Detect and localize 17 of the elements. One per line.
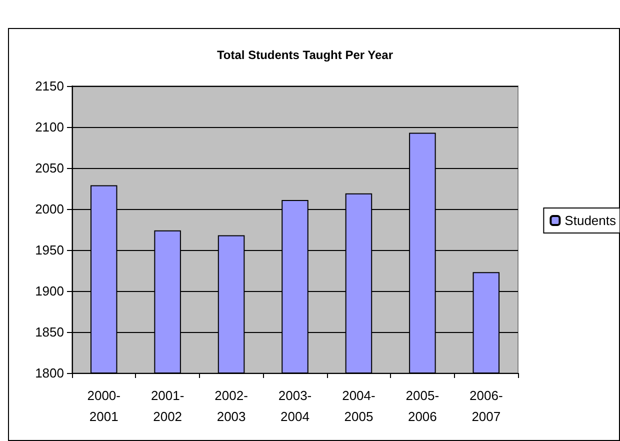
chart-title: Total Students Taught Per Year [216,48,394,62]
y-tick-label: 1850 [35,324,64,340]
x-tick-label: 2002-2003 [214,388,248,424]
y-tick-label: 1950 [35,242,64,258]
y-tick-label: 2100 [35,120,64,134]
y-tick-label: 2150 [35,78,64,94]
y-tick-label: 2050 [35,160,64,176]
y-tick-label: 1900 [35,284,64,298]
x-tick-label: 2000-2001 [87,388,120,424]
legend-label: Students [564,213,616,228]
y-tick-label: 2000 [35,202,64,216]
x-tick-label: 2001-2002 [150,388,184,424]
x-tick-label: 2004-2005 [342,388,376,424]
x-tick-label: 2005-2006 [406,388,440,424]
x-tick-label: 2006-2007 [470,388,503,424]
x-tick-label: 2003-2004 [278,388,312,424]
y-tick-label: 1800 [35,366,64,380]
